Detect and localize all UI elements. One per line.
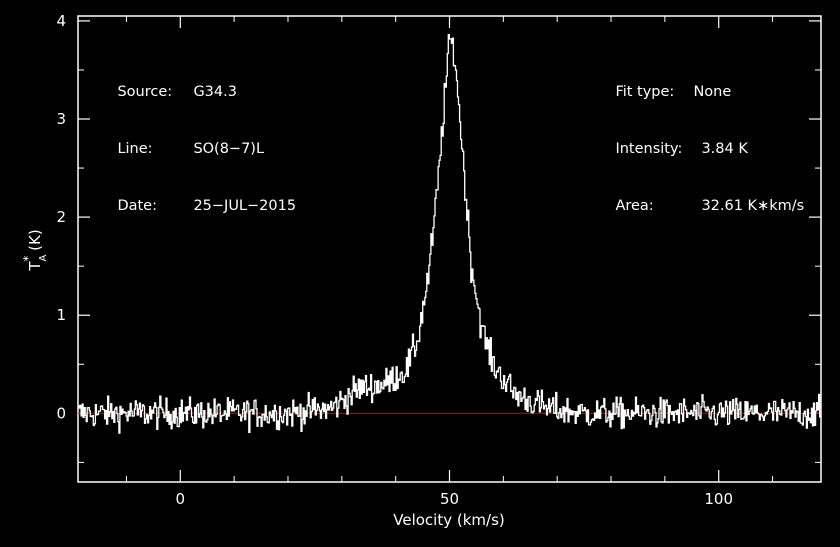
x-tick-label: 50 (440, 490, 459, 508)
header-label: Source: (117, 84, 173, 100)
header-row-source: Source: G34.3 (99, 68, 296, 100)
header-value: 3.84 K (701, 141, 748, 157)
header-label: Line: (117, 141, 153, 157)
y-tick-label: 3 (56, 110, 66, 128)
y-tick-label: 2 (56, 208, 66, 226)
x-tick-label: 0 (176, 490, 186, 508)
axis-ticks: 0 50 100 0 1 2 3 4 (56, 12, 821, 508)
spectrum-line (78, 34, 822, 434)
header-row-fit-type: Fit type: None (597, 68, 804, 100)
header-label: Fit type: (615, 84, 675, 100)
y-tick-label: 0 (56, 404, 66, 422)
x-axis-label: Velocity (km/s) (393, 511, 504, 529)
header-value: G34.3 (193, 84, 237, 100)
header-label: Area: (615, 198, 654, 214)
y-tick-label: 4 (56, 12, 66, 30)
header-row-line: Line: SO(8−7)L (99, 125, 296, 157)
y-axis-label: TA* (K) (21, 229, 49, 271)
header-row-date: Date: 25−JUL−2015 (99, 182, 296, 214)
y-tick-label: 1 (56, 306, 66, 324)
header-value: SO(8−7)L (193, 141, 265, 157)
header-label: Intensity: (615, 141, 683, 157)
header-row-area: Area: 32.61 K∗km/s (597, 182, 804, 214)
header-value: None (693, 84, 732, 100)
header-row-intensity: Intensity: 3.84 K (597, 125, 804, 157)
header-right: Fit type: None Intensity: 3.84 K Area: 32.6… (597, 36, 804, 223)
x-tick-label: 100 (704, 490, 733, 508)
header-label: Date: (117, 198, 157, 214)
header-value: 32.61 K∗km/s (701, 198, 805, 214)
svg-text:TA* (K): TA* (K) (21, 229, 49, 271)
header-left: Source: G34.3 Line: SO(8−7)L Date: 25−JUL−2… (99, 36, 296, 223)
header-value: 25−JUL−2015 (193, 198, 297, 214)
